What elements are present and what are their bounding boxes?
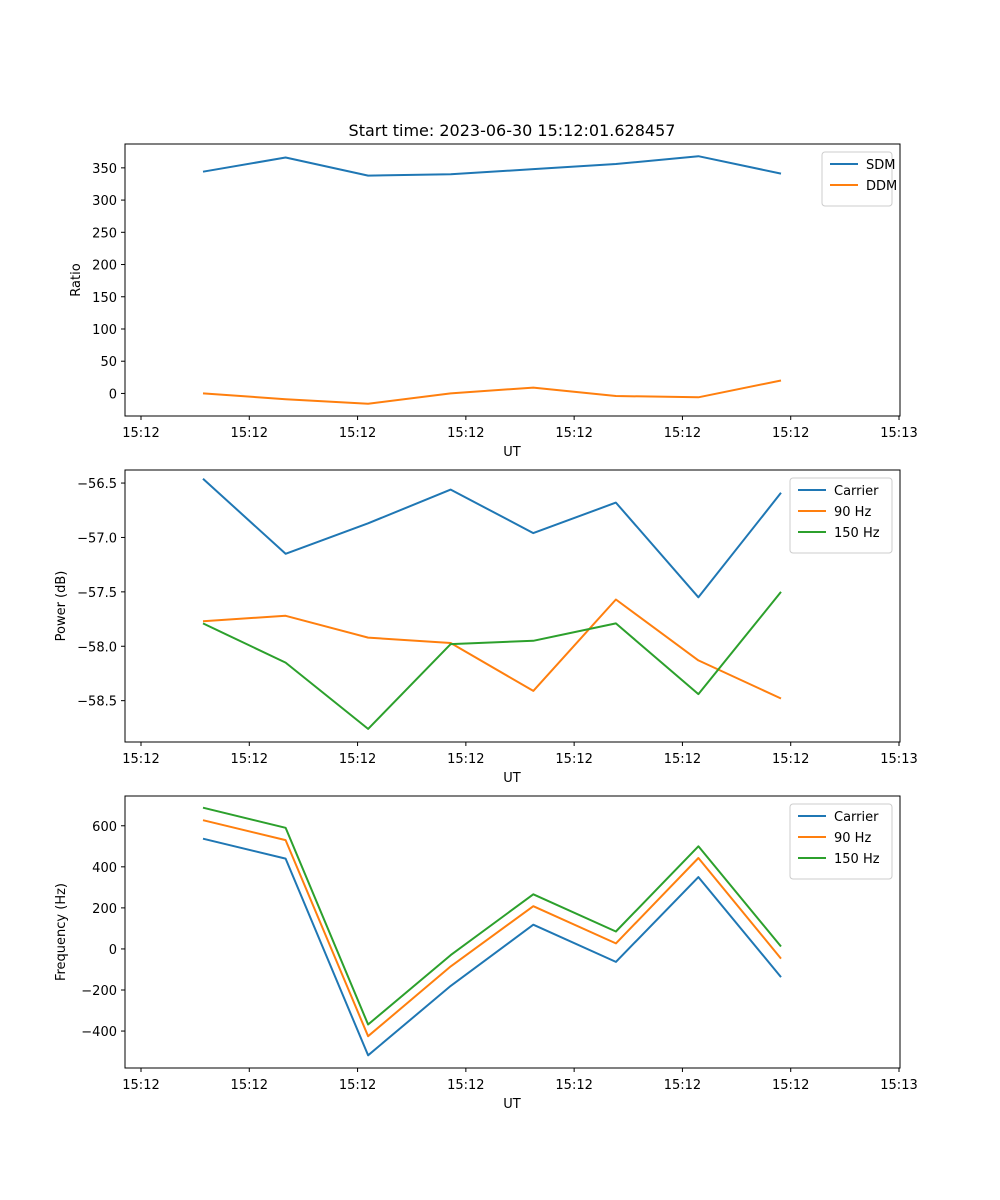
axes-frame <box>124 469 901 743</box>
series-line-ddm <box>202 379 782 405</box>
y-tick-label: 0 <box>109 387 117 402</box>
x-tick-label: 15:12 <box>447 1078 484 1093</box>
y-tick-label: 100 <box>92 323 117 338</box>
legend-label: Carrier <box>834 484 879 499</box>
legend-label: 150 Hz <box>834 526 880 541</box>
x-tick-label: 15:12 <box>339 752 376 767</box>
y-tick-label: 0 <box>109 943 117 958</box>
subplot-1: 0 50 100 150 200 250 300 350 15:12 15:12 15:12 15:1… <box>69 143 918 460</box>
y-axis-label: Frequency (Hz) <box>54 883 69 981</box>
x-axis-label: UT <box>503 771 521 786</box>
x-tick-label: 15:12 <box>555 1078 592 1093</box>
legend: Carrier 90 Hz 150 Hz <box>789 477 893 554</box>
y-tick-label: −58.5 <box>77 695 117 710</box>
subplot-2: −56.5 −57.0 −57.5 −58.0 −58.5 15:12 15:12 15:12… <box>54 469 918 786</box>
legend-label: DDM <box>866 179 897 194</box>
x-axis-label: UT <box>503 1097 521 1112</box>
x-tick-label: 15:12 <box>772 426 809 441</box>
series-line-150-hz <box>202 591 782 730</box>
x-tick-label: 15:12 <box>231 1078 268 1093</box>
x-axis-label: UT <box>503 445 521 460</box>
x-tick-label: 15:12 <box>772 752 809 767</box>
y-tick-label: 200 <box>92 259 117 274</box>
y-axis-label: Power (dB) <box>54 571 69 642</box>
y-tick-label: −400 <box>81 1025 117 1040</box>
series-line-carrier <box>202 837 782 1057</box>
y-tick-label: 50 <box>100 355 117 370</box>
x-tick-label: 15:12 <box>664 752 701 767</box>
legend-label: 90 Hz <box>834 831 871 846</box>
y-axis-label: Ratio <box>69 263 84 296</box>
y-tick-label: 200 <box>92 902 117 917</box>
series-line-carrier <box>202 477 782 599</box>
legend-label: 90 Hz <box>834 505 871 520</box>
figure-title: Start time: 2023-06-30 15:12:01.628457 <box>349 121 676 140</box>
legend-box <box>789 803 893 880</box>
x-tick-label: 15:12 <box>339 426 376 441</box>
legend-box <box>789 477 893 554</box>
x-tick-label: 15:12 <box>555 752 592 767</box>
y-tick-label: 350 <box>92 162 117 177</box>
y-tick-label: 250 <box>92 226 117 241</box>
axes-frame <box>124 143 901 417</box>
x-tick-label: 15:12 <box>122 1078 159 1093</box>
x-tick-label: 15:12 <box>664 1078 701 1093</box>
x-tick-label: 15:12 <box>664 426 701 441</box>
series-line-sdm <box>202 155 782 177</box>
legend-label: Carrier <box>834 810 879 825</box>
x-tick-label: 15:13 <box>880 1078 917 1093</box>
y-tick-label: 300 <box>92 194 117 209</box>
x-tick-label: 15:13 <box>880 426 917 441</box>
y-tick-label: −57.5 <box>77 586 117 601</box>
x-tick-label: 15:12 <box>555 426 592 441</box>
legend-label: SDM <box>866 158 895 173</box>
legend-label: 150 Hz <box>834 852 880 867</box>
axes-frame <box>124 795 901 1069</box>
y-tick-label: −57.0 <box>77 531 117 546</box>
x-tick-label: 15:12 <box>447 752 484 767</box>
legend: SDM DDM <box>821 151 897 207</box>
y-tick-label: 400 <box>92 861 117 876</box>
x-tick-label: 15:12 <box>122 426 159 441</box>
x-tick-label: 15:12 <box>231 426 268 441</box>
x-tick-label: 15:12 <box>231 752 268 767</box>
legend: Carrier 90 Hz 150 Hz <box>789 803 893 880</box>
subplots: 0 50 100 150 200 250 300 350 15:12 15:12 15:12 15:1… <box>54 143 918 1112</box>
y-tick-label: −56.5 <box>77 477 117 492</box>
legend-box <box>821 151 893 207</box>
subplot-3: −400 −200 0 200 400 600 15:12 15:12 15:12 15:12 15… <box>54 795 918 1112</box>
x-tick-label: 15:12 <box>122 752 159 767</box>
x-tick-label: 15:12 <box>339 1078 376 1093</box>
x-tick-label: 15:13 <box>880 752 917 767</box>
y-tick-label: −200 <box>81 984 117 999</box>
x-tick-label: 15:12 <box>447 426 484 441</box>
series-line-150-hz <box>202 806 782 1026</box>
y-tick-label: 150 <box>92 291 117 306</box>
x-tick-label: 15:12 <box>772 1078 809 1093</box>
series-line-90-hz <box>202 598 782 700</box>
y-tick-label: −58.0 <box>77 640 117 655</box>
series-line-90-hz <box>202 819 782 1038</box>
y-tick-label: 600 <box>92 820 117 835</box>
